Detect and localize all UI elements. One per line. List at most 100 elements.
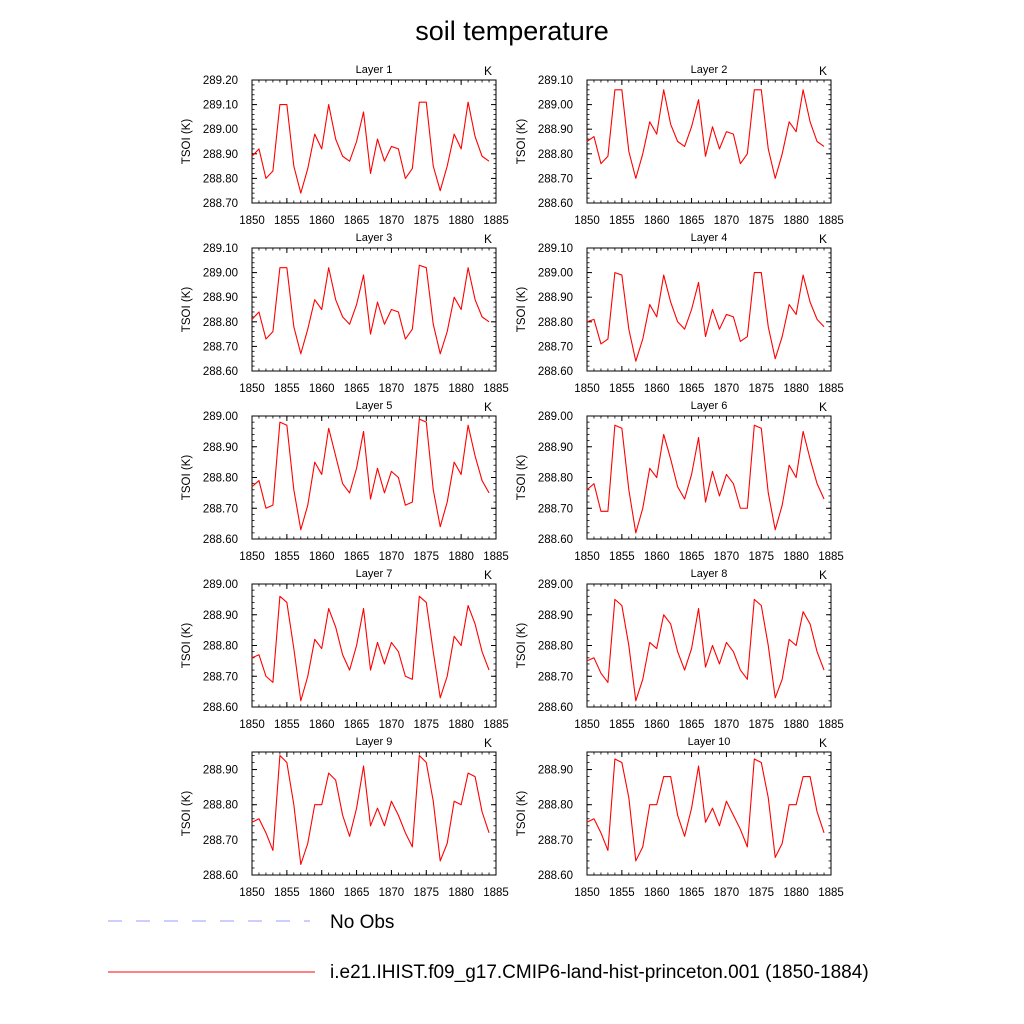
y-tick-label: 289.00 xyxy=(203,124,238,136)
plot-frame xyxy=(586,751,832,876)
panel-title: Layer 10 xyxy=(688,736,731,748)
x-tick-label: 1850 xyxy=(239,215,265,227)
y-axis-label: TSOI (K) xyxy=(516,623,528,669)
x-tick-label: 1885 xyxy=(818,215,844,227)
chart-panel: 1850 1855 1860 1865 1870 1875 1880 1885 288.60 28… xyxy=(516,736,844,899)
y-tick-label: 288.80 xyxy=(538,317,573,329)
y-axis-label: TSOI (K) xyxy=(516,455,528,501)
series-line xyxy=(586,424,825,534)
y-axis-label: TSOI (K) xyxy=(181,119,193,165)
plot-frame xyxy=(251,79,497,204)
y-tick-label: 288.90 xyxy=(538,765,573,777)
y-tick-label: 288.70 xyxy=(203,503,238,515)
plot-frame xyxy=(586,415,832,540)
y-tick-label: 288.80 xyxy=(203,641,238,653)
y-axis-label: TSOI (K) xyxy=(516,287,528,333)
y-tick-label: 288.80 xyxy=(203,173,238,185)
y-tick-label: 288.90 xyxy=(538,292,573,304)
x-tick-label: 1870 xyxy=(379,215,405,227)
series-line xyxy=(586,272,825,362)
y-tick-label: 288.70 xyxy=(203,341,238,353)
y-tick-label: 288.90 xyxy=(203,610,238,622)
x-tick-label: 1880 xyxy=(448,551,474,563)
y-axis-label: TSOI (K) xyxy=(516,119,528,165)
y-tick-label: 288.70 xyxy=(538,835,573,847)
chart-panel: 1850 1855 1860 1865 1870 1875 1880 1885 288.60 28… xyxy=(181,736,509,899)
y-tick-label: 288.70 xyxy=(203,835,238,847)
x-tick-label: 1870 xyxy=(714,551,740,563)
x-tick-label: 1870 xyxy=(379,551,405,563)
x-tick-label: 1875 xyxy=(748,719,774,731)
y-tick-label: 288.90 xyxy=(538,442,573,454)
plot-frame xyxy=(586,247,832,372)
x-tick-label: 1850 xyxy=(574,719,600,731)
x-tick-label: 1865 xyxy=(679,887,705,899)
y-tick-label: 288.60 xyxy=(538,870,573,882)
x-tick-label: 1875 xyxy=(413,719,439,731)
x-tick-label: 1885 xyxy=(483,719,509,731)
series-line xyxy=(586,758,825,862)
x-tick-label: 1850 xyxy=(239,551,265,563)
x-tick-label: 1855 xyxy=(274,383,300,395)
x-tick-label: 1860 xyxy=(309,551,335,563)
y-tick-label: 289.10 xyxy=(538,243,573,255)
legend-label-model: i.e21.IHIST.f09_g17.CMIP6-land-hist-prin… xyxy=(330,962,869,983)
chart-panel: 1850 1855 1860 1865 1870 1875 1880 1885 288.60 28… xyxy=(516,400,844,563)
y-tick-label: 289.00 xyxy=(538,268,573,280)
y-tick-label: 288.60 xyxy=(203,702,238,714)
y-tick-label: 288.70 xyxy=(538,341,573,353)
chart-panel: 1850 1855 1860 1865 1870 1875 1880 1885 288.70 28… xyxy=(181,64,509,227)
y-tick-label: 288.60 xyxy=(203,366,238,378)
panel-title: Layer 3 xyxy=(356,232,393,244)
chart-panel: 1850 1855 1860 1865 1870 1875 1880 1885 288.60 28… xyxy=(181,568,509,731)
x-tick-label: 1865 xyxy=(344,215,370,227)
y-tick-label: 289.00 xyxy=(538,411,573,423)
plot-frame xyxy=(251,247,497,372)
x-tick-label: 1860 xyxy=(644,719,670,731)
series-line xyxy=(251,101,490,194)
x-tick-label: 1875 xyxy=(748,551,774,563)
series-line xyxy=(586,598,825,702)
x-tick-label: 1860 xyxy=(644,383,670,395)
y-tick-label: 288.80 xyxy=(538,473,573,485)
panel-title: Layer 9 xyxy=(356,736,393,748)
x-tick-label: 1870 xyxy=(714,383,740,395)
x-tick-label: 1870 xyxy=(714,215,740,227)
y-tick-label: 288.60 xyxy=(538,198,573,210)
y-tick-label: 289.10 xyxy=(538,75,573,87)
panel-title: Layer 4 xyxy=(691,232,728,244)
units-label: K xyxy=(819,736,827,750)
x-tick-label: 1885 xyxy=(818,719,844,731)
chart-panel: 1850 1855 1860 1865 1870 1875 1880 1885 288.60 28… xyxy=(181,400,509,563)
units-label: K xyxy=(484,232,492,246)
series-line xyxy=(251,418,490,531)
panels: 1850 1855 1860 1865 1870 1875 1880 1885 288.70 28… xyxy=(181,64,844,899)
units-label: K xyxy=(819,232,827,246)
y-tick-label: 289.00 xyxy=(203,579,238,591)
series-line xyxy=(251,754,490,866)
x-tick-label: 1880 xyxy=(783,887,809,899)
x-tick-label: 1875 xyxy=(748,215,774,227)
x-tick-label: 1885 xyxy=(483,383,509,395)
x-tick-label: 1850 xyxy=(574,887,600,899)
units-label: K xyxy=(484,400,492,414)
plot-frame xyxy=(586,583,832,708)
x-tick-label: 1860 xyxy=(644,215,670,227)
units-label: K xyxy=(484,64,492,78)
chart-panel: 1850 1855 1860 1865 1870 1875 1880 1885 288.60 28… xyxy=(516,232,844,395)
y-tick-label: 289.20 xyxy=(203,75,238,87)
x-tick-label: 1865 xyxy=(679,215,705,227)
x-tick-label: 1880 xyxy=(783,383,809,395)
y-axis-label: TSOI (K) xyxy=(181,455,193,501)
x-tick-label: 1870 xyxy=(714,887,740,899)
units-label: K xyxy=(484,736,492,750)
x-tick-label: 1880 xyxy=(783,719,809,731)
y-tick-label: 289.00 xyxy=(203,411,238,423)
y-tick-label: 288.90 xyxy=(203,292,238,304)
x-tick-label: 1865 xyxy=(679,383,705,395)
panel-title: Layer 6 xyxy=(691,400,728,412)
panel-title: Layer 2 xyxy=(691,64,728,76)
x-tick-label: 1870 xyxy=(379,887,405,899)
x-tick-label: 1875 xyxy=(413,887,439,899)
